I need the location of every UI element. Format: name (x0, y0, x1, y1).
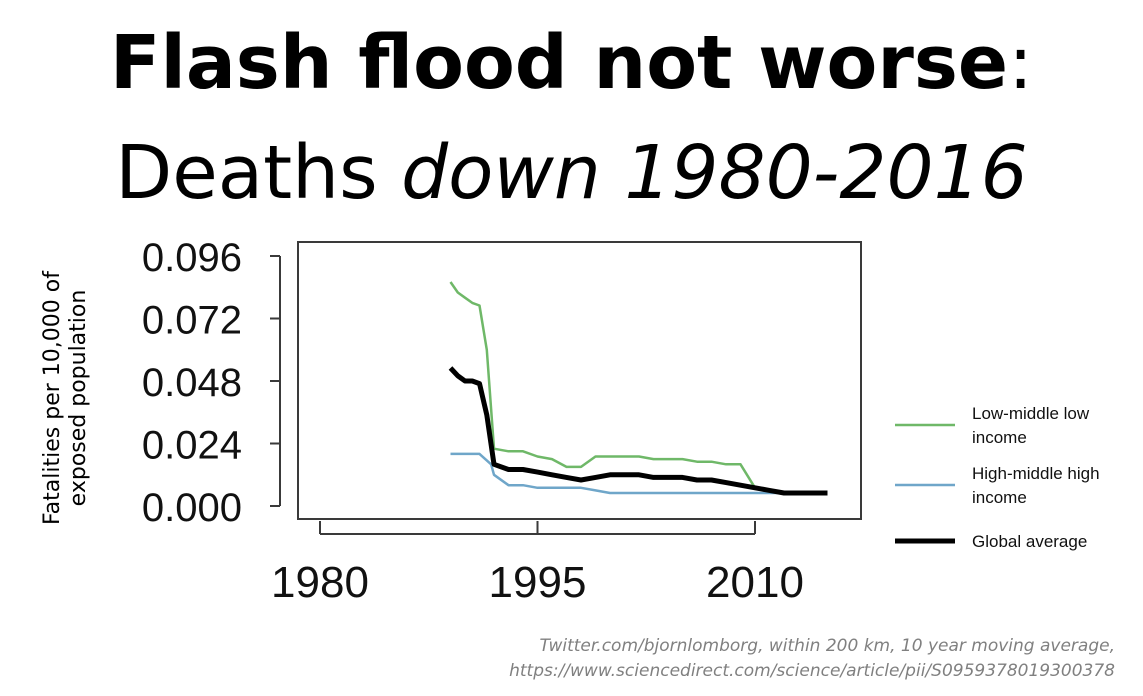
source-caption: Twitter.com/bjornlomborg, within 200 km,… (509, 634, 1115, 684)
caption-line1: Twitter.com/bjornlomborg, within 200 km,… (539, 636, 1115, 656)
legend-label-2: High-middle high (972, 464, 1100, 483)
title-plain-text: Deaths (115, 130, 402, 216)
y-axis: 0.000 0.024 0.048 0.072 0.096 (142, 236, 281, 530)
title-italic-text: down 1980-2016 (401, 130, 1028, 216)
series-group (448, 281, 828, 496)
plot-frame (297, 241, 862, 520)
legend-label-3: Global average (972, 532, 1087, 551)
y-tick-label-4: 0.096 (142, 236, 242, 280)
y-tick-label-0: 0.000 (142, 486, 242, 530)
legend-label-1-line2: income (972, 428, 1027, 447)
caption-line2: https://www.sciencedirect.com/science/ar… (509, 661, 1115, 681)
chart-title-line2: Deaths down 1980-2016 (0, 128, 1143, 218)
chart-title-line1: Flash flood not worse: (0, 18, 1143, 108)
legend-label-1: Low-middle low (972, 404, 1090, 423)
title-colon: : (1008, 20, 1034, 106)
series-line-2 (450, 452, 828, 495)
series-line-1 (449, 281, 828, 495)
legend-label-2-line2: income (972, 488, 1027, 507)
y-tick-label-3: 0.072 (142, 299, 242, 343)
x-tick-label-0: 1980 (271, 558, 369, 607)
y-tick-label-1: 0.024 (142, 424, 242, 468)
x-axis: 1980 1995 2010 (271, 521, 804, 607)
series-line-3 (448, 366, 828, 496)
y-tick-label-2: 0.048 (142, 361, 242, 405)
x-tick-label-2: 2010 (706, 558, 804, 607)
legend: Low-middle low income High-middle high inco… (895, 404, 1100, 551)
title-bold-text: Flash flood not worse (109, 20, 1009, 106)
x-tick-label-1: 1995 (489, 558, 587, 607)
